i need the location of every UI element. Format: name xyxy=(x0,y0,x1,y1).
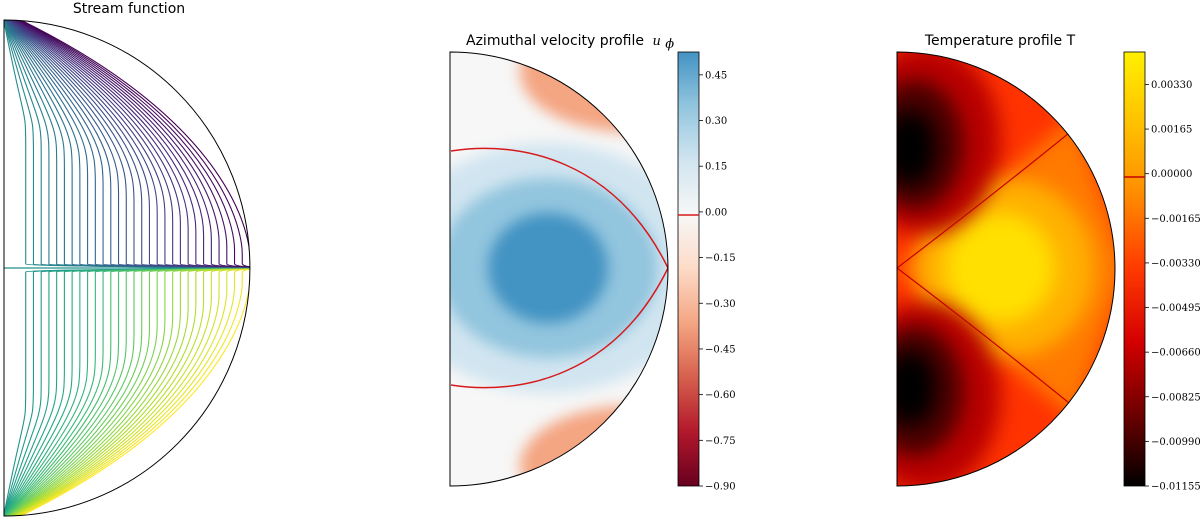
velocity-colorbar-tick-label: 0.30 xyxy=(705,116,727,127)
temperature-panel: Temperature profile T 0.003300.001650.00… xyxy=(896,33,1200,493)
temperature-colorbar-strip xyxy=(1123,51,1146,487)
temperature-colorbar-tick-label: −0.00330 xyxy=(1151,258,1200,269)
temperature-domain-outline xyxy=(896,51,1116,487)
velocity-colorbar-ticks: 0.45 0.30 0.15 0.00 −0.15 −0.30 −0.45 −0.60 −0.7… xyxy=(699,70,736,493)
velocity-colorbar-tick-label: 0.45 xyxy=(705,70,727,81)
temperature-cold-south-core xyxy=(897,350,936,426)
temperature-warm-core xyxy=(945,213,1055,323)
temperature-colorbar-tick-label: −0.00825 xyxy=(1151,392,1200,403)
velocity-title: Azimuthal velocity profile u ϕ xyxy=(466,33,674,52)
velocity-zero-contour xyxy=(450,147,668,389)
velocity-colorbar-tick-label: −0.15 xyxy=(705,253,736,264)
temperature-colorbar-tick-label: −0.00990 xyxy=(1151,437,1200,448)
velocity-colorbar: 0.45 0.30 0.15 0.00 −0.15 −0.30 −0.45 −0.60 −0.7… xyxy=(677,51,736,493)
stream-contour-north xyxy=(4,20,250,268)
temperature-cold-north-core xyxy=(897,110,936,186)
stream-function-title: Stream function xyxy=(73,1,185,17)
stream-contour-south xyxy=(4,268,250,516)
velocity-negative-south-mid xyxy=(573,440,668,486)
temperature-zero-contour-south xyxy=(897,267,1086,417)
velocity-positive-lobe-core xyxy=(488,213,608,323)
stream-domain-outline xyxy=(3,19,251,517)
stream-function-panel: Stream function xyxy=(3,1,251,517)
temperature-colorbar-tick-label: −0.00495 xyxy=(1151,303,1200,314)
velocity-colorbar-tick-label: −0.75 xyxy=(705,436,736,447)
temperature-colorbar-tick-label: 0.00000 xyxy=(1151,169,1192,180)
temperature-colorbar-tick-label: −0.00660 xyxy=(1151,348,1200,359)
velocity-colorbar-tick-label: −0.45 xyxy=(705,344,736,355)
stream-contour-south xyxy=(4,268,250,516)
velocity-colorbar-tick-label: 0.15 xyxy=(705,162,727,173)
temperature-colorbar-tick-label: 0.00165 xyxy=(1151,125,1192,136)
temperature-colorbar-tick-label: −0.00165 xyxy=(1151,214,1200,225)
temperature-zero-contour-north xyxy=(897,119,1086,269)
temperature-colorbar-tick-label: −0.01155 xyxy=(1151,482,1200,493)
temperature-colorbar-tick-label: 0.00330 xyxy=(1151,80,1192,91)
velocity-negative-north-mid xyxy=(573,52,668,98)
stream-contour-north xyxy=(4,20,250,268)
velocity-colorbar-tick-label: −0.90 xyxy=(705,482,736,493)
velocity-domain-outline xyxy=(449,51,669,487)
temperature-colorbar: 0.00330 0.00165 0.00000 −0.00165 −0.00330 −0.… xyxy=(1123,51,1200,493)
velocity-colorbar-strip xyxy=(677,51,700,487)
stream-contour-lines xyxy=(4,20,250,516)
velocity-colorbar-tick-label: −0.60 xyxy=(705,390,736,401)
temperature-colorbar-ticks: 0.00330 0.00165 0.00000 −0.00165 −0.00330 −0.… xyxy=(1145,80,1200,493)
velocity-colorbar-tick-label: −0.30 xyxy=(705,299,736,310)
temperature-field xyxy=(897,52,1115,486)
temperature-title: Temperature profile T xyxy=(924,33,1076,49)
velocity-panel: Azimuthal velocity profile u ϕ 0.4 xyxy=(449,33,736,493)
stream-contour-south xyxy=(4,268,250,516)
stream-contour-north xyxy=(4,20,250,268)
velocity-colorbar-tick-label: 0.00 xyxy=(705,207,727,218)
